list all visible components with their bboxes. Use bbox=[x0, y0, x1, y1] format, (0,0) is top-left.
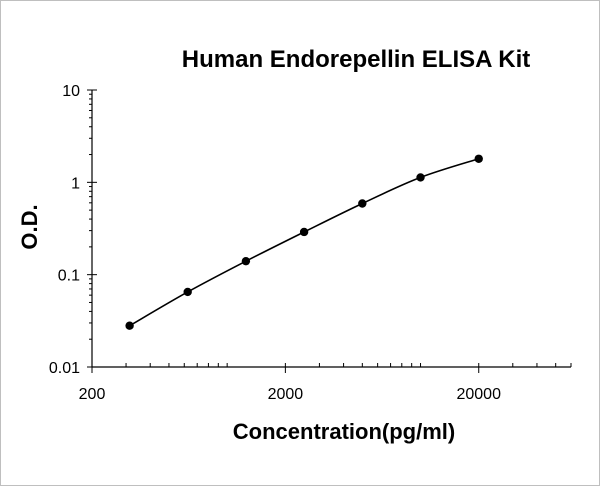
data-point bbox=[358, 199, 367, 208]
x-axis-label: Concentration(pg/ml) bbox=[233, 419, 455, 444]
y-axis-label: O.D. bbox=[17, 204, 42, 249]
y-tick-label: 0.01 bbox=[49, 360, 80, 377]
data-point bbox=[125, 321, 134, 330]
y-tick-label: 0.1 bbox=[58, 268, 80, 285]
data-point bbox=[183, 287, 192, 297]
points-layer bbox=[125, 154, 483, 330]
ticks-layer bbox=[87, 89, 572, 373]
x-tick-label: 2000 bbox=[268, 386, 304, 403]
y-tick-label: 10 bbox=[62, 83, 80, 100]
tick-labels-layer: 0.01 0.1 1 10 200 2000 20000 bbox=[49, 83, 501, 403]
x-tick-label: 200 bbox=[79, 386, 106, 403]
data-point bbox=[241, 256, 251, 266]
fit-curve bbox=[129, 158, 479, 327]
chart-title: Human Endorepellin ELISA Kit bbox=[182, 46, 530, 73]
data-point bbox=[416, 173, 425, 182]
data-point bbox=[474, 154, 483, 163]
x-tick-label: 20000 bbox=[456, 386, 501, 403]
y-tick-label: 1 bbox=[71, 175, 80, 192]
data-point bbox=[299, 227, 309, 237]
